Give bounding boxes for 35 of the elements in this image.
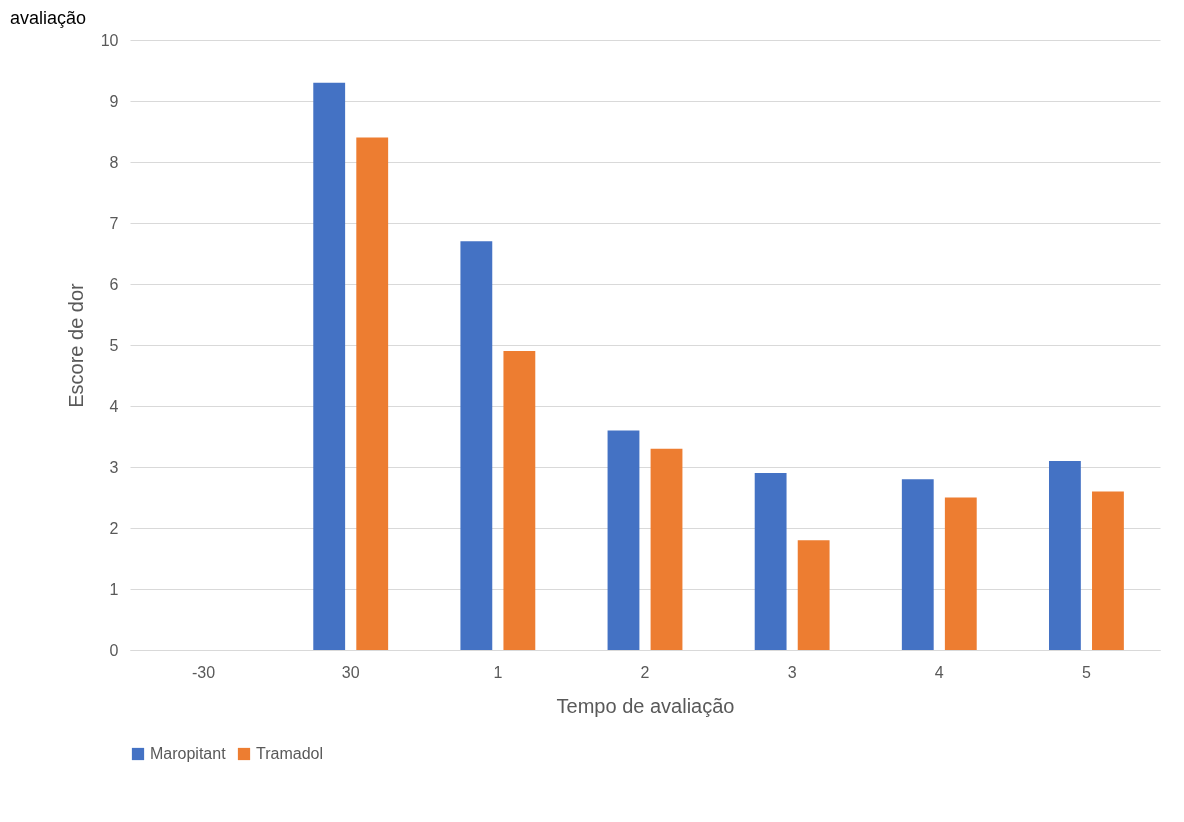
y-tick-label: 4: [109, 397, 119, 415]
bar: [901, 479, 934, 650]
bar: [503, 351, 536, 650]
y-tick-label: 8: [109, 153, 119, 171]
y-tick-label: 1: [109, 580, 119, 598]
y-tick-label: 10: [100, 31, 119, 49]
x-tick-label: 4: [934, 663, 944, 681]
bar: [797, 540, 830, 650]
y-tick-label: 0: [109, 641, 119, 659]
y-tick-label: 7: [109, 214, 119, 232]
y-axis-title: Escore de dor: [64, 282, 87, 408]
y-tick-label: 2: [109, 519, 119, 537]
x-tick-label: 5: [1081, 663, 1091, 681]
x-tick-label: 30: [341, 663, 360, 681]
bar: [607, 430, 640, 650]
legend-label: Tramadol: [256, 745, 323, 762]
x-tick-label: 3: [787, 663, 797, 681]
x-tick-label: 2: [640, 663, 650, 681]
x-tick-label: 1: [493, 663, 503, 681]
y-tick-label: 3: [109, 458, 119, 476]
x-axis-title: Tempo de avaliação: [556, 694, 735, 717]
bar: [1092, 491, 1124, 650]
y-tick-label: 9: [109, 92, 119, 110]
bar: [1049, 460, 1081, 650]
chart-title: avaliação: [10, 8, 87, 28]
y-tick-label: 5: [109, 336, 119, 354]
bar: [944, 497, 977, 650]
bar: [313, 82, 346, 650]
bar: [754, 473, 787, 650]
bar: [356, 137, 389, 650]
x-tick-label: -30: [192, 663, 216, 681]
bar: [460, 241, 493, 650]
y-tick-label: 6: [109, 275, 119, 293]
bar: [650, 448, 683, 650]
legend-label: Maropitant: [150, 745, 227, 762]
